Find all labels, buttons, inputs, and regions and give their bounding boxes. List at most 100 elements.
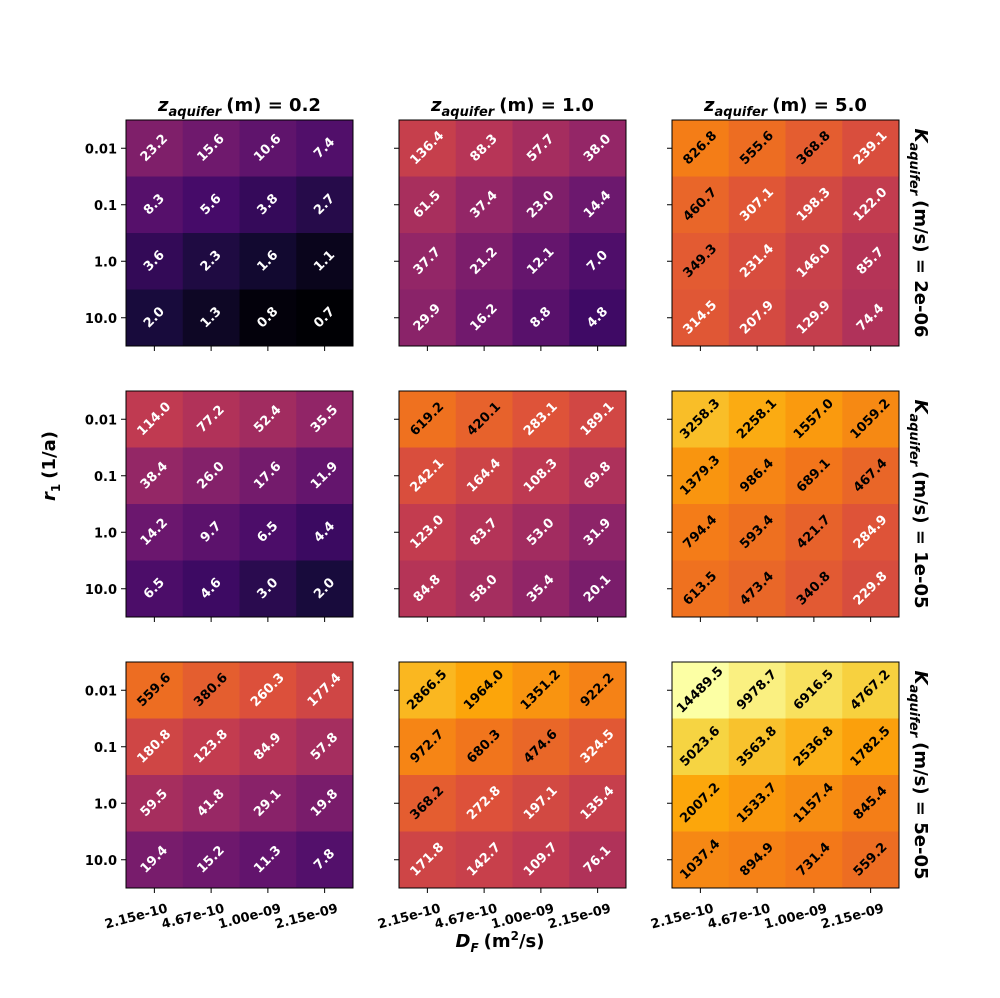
heatmap-cell [399,391,457,448]
heatmap-cell [672,289,730,347]
heatmap-cell [239,120,297,177]
heatmap-cell [728,662,786,719]
heatmap-cell [126,718,184,776]
heatmap-cell [239,718,297,776]
panel-frame [398,390,627,618]
heatmap-panel: 136.4 88.3 57.7 38.061.5 37.4 23.0 14.437.7 21.… [394,95,627,351]
heatmap-cell [296,233,354,290]
heatmap-cell [182,120,240,177]
heatmap-cell [455,120,513,177]
heatmap-cell [296,176,354,234]
heatmap-cell [672,447,730,505]
heatmap-cell [728,775,786,832]
heatmap-cell [126,233,184,290]
heatmap-cell [399,289,457,347]
heatmap-cell [842,831,900,889]
heatmap-cell [182,504,240,561]
x-axis-label-symbol: D [455,931,470,952]
heatmap-cell [569,233,627,290]
heatmap-cell [512,391,570,448]
y-axis-label-symbol: r [39,491,60,501]
heatmap-cell [399,662,457,719]
heatmap-cell [182,447,240,505]
heatmap-cell [569,120,627,177]
heatmap-cell [785,718,843,776]
heatmap-cell [399,233,457,290]
heatmap-panel: 23.2 15.6 10.6 7.48.3 5.6 3.8 2.73.6 2.3 1.6 1.12… [85,95,354,351]
panel-frame [671,119,900,347]
heatmap-cell [785,831,843,889]
heatmap-cell [842,718,900,776]
row-title-subscript: aquifer [906,413,921,467]
heatmap-cell [296,447,354,505]
heatmap-cell [126,504,184,561]
heatmap-cell [296,504,354,561]
heatmap-cell [296,775,354,832]
heatmap-cell [569,176,627,234]
y-tick-label: 0.1 [94,470,117,485]
column-title-symbol: z [703,95,715,116]
heatmap-cell [296,560,354,618]
heatmap-cell [455,233,513,290]
heatmap-cell [569,831,627,889]
heatmap-cell [126,176,184,234]
heatmap-cell [728,504,786,561]
heatmap-cell [455,447,513,505]
heatmap-cell [239,289,297,347]
heatmap-cell [126,391,184,448]
heatmap-cell [399,560,457,618]
heatmap-cell [785,504,843,561]
heatmap-cell [785,233,843,290]
heatmap-cell [785,289,843,347]
heatmap-cell [672,176,730,234]
heatmap-cell [239,447,297,505]
heatmap-cell [842,120,900,177]
heatmap-cell [182,233,240,290]
heatmap-cell [785,560,843,618]
heatmap-cell [569,447,627,505]
heatmap-cell [672,391,730,448]
row-title-text: (m/s) = 5e-05 [910,742,931,879]
heatmap-cell [785,662,843,719]
row-title: Kaquifer (m/s) = 1e-05 [906,399,931,608]
heatmap-cell [728,120,786,177]
heatmap-cell [728,176,786,234]
heatmap-cell [672,718,730,776]
column-title: zaquifer (m) = 1.0 [430,95,594,120]
heatmap-cell [296,391,354,448]
y-tick-label: 0.1 [94,199,117,214]
heatmap-cell [672,831,730,889]
column-title: zaquifer (m) = 5.0 [703,95,867,120]
heatmap-cell [399,176,457,234]
heatmap-cell [455,560,513,618]
panel-frame [125,119,354,347]
heatmap-cell [728,718,786,776]
heatmap-cell [672,775,730,832]
y-tick-label: 10.0 [85,854,117,869]
column-title-symbol: z [430,95,442,116]
heatmap-cell [512,831,570,889]
heatmap-cell [569,504,627,561]
row-title: Kaquifer (m/s) = 2e-06 [906,128,931,337]
heatmap-cell [842,233,900,290]
heatmap-cell [182,718,240,776]
heatmap-cell [842,662,900,719]
heatmap-cell [399,120,457,177]
panel-frame [671,661,900,889]
heatmap-cell [239,662,297,719]
heatmap-cell [728,289,786,347]
heatmap-cell [785,775,843,832]
x-axis-label-units: (m [484,931,511,952]
heatmap-cell [182,176,240,234]
column-title-text: (m) = 5.0 [772,95,867,116]
row-title-symbol: K [910,399,931,415]
heatmap-cell [399,504,457,561]
heatmap-cell [239,560,297,618]
heatmap-cell [296,718,354,776]
heatmap-cell [672,504,730,561]
panel-frame [125,390,354,618]
panel-frame [125,661,354,889]
heatmap-cell [399,775,457,832]
